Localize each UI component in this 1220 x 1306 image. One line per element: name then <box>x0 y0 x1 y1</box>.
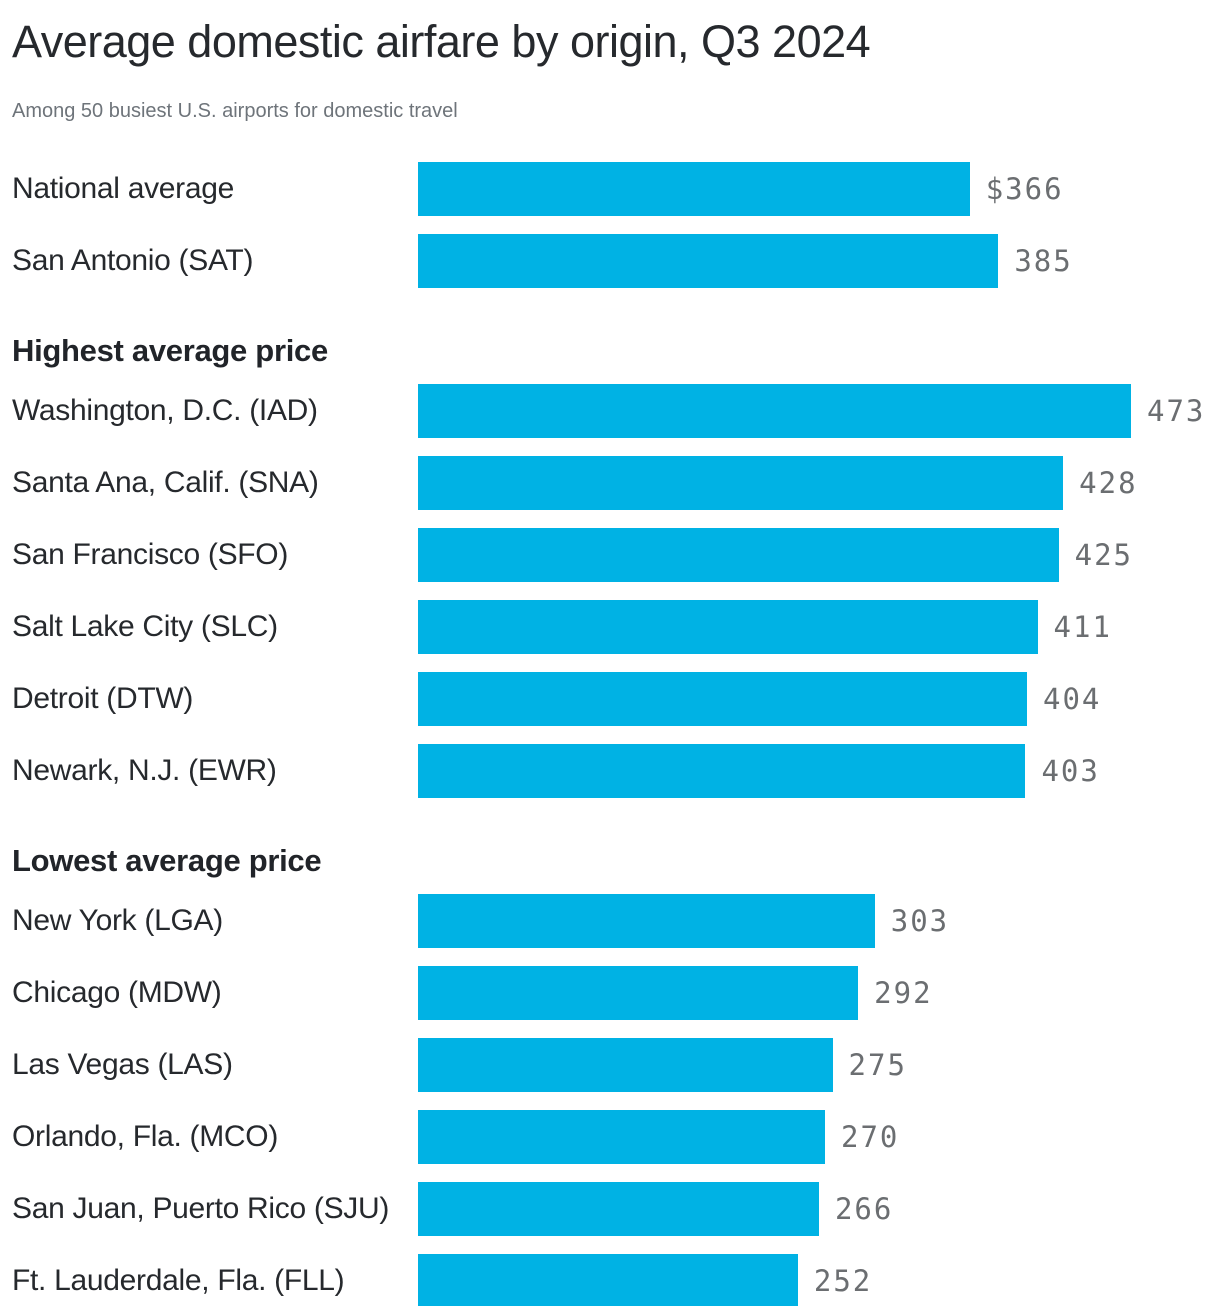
row-label: Chicago (MDW) <box>12 975 222 1009</box>
bar-row: National average $366 <box>12 153 1208 225</box>
bar <box>418 161 970 216</box>
bar-row: Las Vegas (LAS) 275 <box>12 1029 1208 1101</box>
row-label: New York (LGA) <box>12 903 223 937</box>
bar-track: 404 <box>418 671 1208 726</box>
bar <box>418 233 999 288</box>
row-label: Washington, D.C. (IAD) <box>12 393 318 427</box>
bar-track: 411 <box>418 599 1208 654</box>
bar <box>418 455 1064 510</box>
row-label: Newark, N.J. (EWR) <box>12 753 277 787</box>
bar-track: 292 <box>418 965 1208 1020</box>
bar <box>418 599 1038 654</box>
bar-value: 266 <box>834 1191 894 1226</box>
bar-value: 403 <box>1041 753 1100 788</box>
section-header: Lowest average price <box>12 842 322 878</box>
chart-subtitle: Among 50 busiest U.S. airports for domes… <box>12 99 458 122</box>
bar-chart: National average $366 San Antonio (SAT) 385… <box>12 153 1208 1306</box>
bar-value: 385 <box>1014 243 1073 278</box>
bar <box>418 1253 798 1306</box>
bar-value: 303 <box>890 903 950 938</box>
bar-row: Santa Ana, Calif. (SNA) 428 <box>12 447 1208 519</box>
row-label: Santa Ana, Calif. (SNA) <box>12 465 319 499</box>
bar-value: 270 <box>840 1119 900 1154</box>
bar-row: Washington, D.C. (IAD) 473 <box>12 375 1208 447</box>
bar-track: 385 <box>418 233 1208 288</box>
bar-track: 428 <box>418 455 1208 510</box>
row-label: San Juan, Puerto Rico (SJU) <box>12 1191 390 1225</box>
row-label: Ft. Lauderdale, Fla. (FLL) <box>12 1263 345 1297</box>
bar <box>418 383 1131 438</box>
bar-row: Detroit (DTW) 404 <box>12 663 1208 735</box>
bar <box>418 1037 833 1092</box>
bar-track: 252 <box>418 1253 1208 1306</box>
bar <box>418 671 1027 726</box>
bar-row: San Juan, Puerto Rico (SJU) 266 <box>12 1173 1208 1245</box>
row-label: Orlando, Fla. (MCO) <box>12 1119 279 1153</box>
bar-row: New York (LGA) 303 <box>12 885 1208 957</box>
bar <box>418 893 875 948</box>
bar-row: San Francisco (SFO) 425 <box>12 519 1208 591</box>
bar-row: Chicago (MDW) 292 <box>12 957 1208 1029</box>
bar-track: 403 <box>418 743 1208 798</box>
bar-value: 473 <box>1147 393 1206 428</box>
bar-value: 428 <box>1079 465 1138 500</box>
bar-value: 252 <box>813 1263 873 1298</box>
bar-row: San Antonio (SAT) 385 <box>12 225 1208 297</box>
bar-row: Orlando, Fla. (MCO) 270 <box>12 1101 1208 1173</box>
bar-track: 473 <box>418 383 1208 438</box>
row-label: San Antonio (SAT) <box>12 243 254 277</box>
bar <box>418 743 1026 798</box>
bar-track: 275 <box>418 1037 1208 1092</box>
row-label: Salt Lake City (SLC) <box>12 609 278 643</box>
row-label: Las Vegas (LAS) <box>12 1047 233 1081</box>
bar-track: 303 <box>418 893 1208 948</box>
bar-row: Newark, N.J. (EWR) 403 <box>12 735 1208 807</box>
bar-track: 425 <box>418 527 1208 582</box>
bar-value: 404 <box>1042 681 1102 716</box>
section-header: Highest average price <box>12 332 328 368</box>
row-label: Detroit (DTW) <box>12 681 194 715</box>
bar <box>418 1181 819 1236</box>
bar-track: $366 <box>418 161 1208 216</box>
bar-track: 270 <box>418 1109 1208 1164</box>
row-label: National average <box>12 171 235 205</box>
bar-value: 425 <box>1074 537 1134 572</box>
bar-track: 266 <box>418 1181 1208 1236</box>
bar-value: 275 <box>848 1047 907 1082</box>
bar <box>418 1109 825 1164</box>
bar <box>418 965 859 1020</box>
row-label: San Francisco (SFO) <box>12 537 289 571</box>
bar-row: Ft. Lauderdale, Fla. (FLL) 252 <box>12 1245 1208 1306</box>
bar-value: 411 <box>1053 609 1112 644</box>
bar-row: Salt Lake City (SLC) 411 <box>12 591 1208 663</box>
chart-title: Average domestic airfare by origin, Q3 2… <box>12 16 871 67</box>
bar-value: $366 <box>985 171 1064 206</box>
bar <box>418 527 1059 582</box>
bar-value: 292 <box>874 975 933 1010</box>
